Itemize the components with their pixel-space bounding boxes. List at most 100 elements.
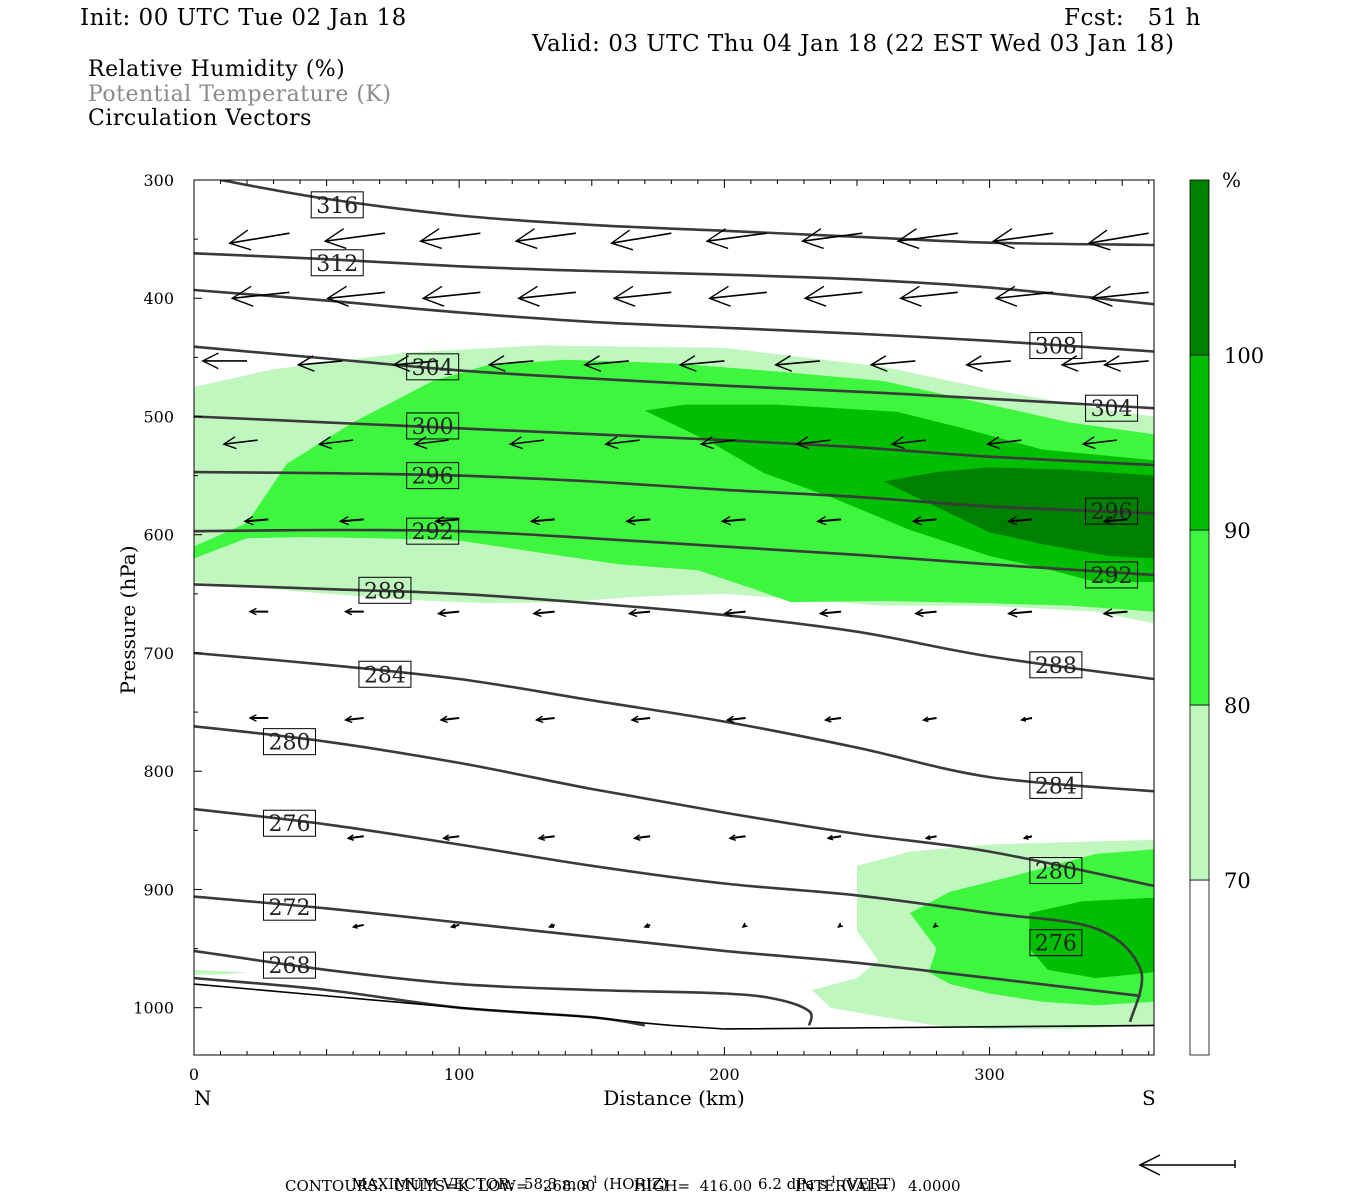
vector-shaft bbox=[325, 232, 386, 243]
vector-shaft bbox=[515, 232, 576, 243]
vector-head bbox=[800, 228, 824, 250]
colorbar-unit: % bbox=[1222, 168, 1241, 192]
vector-arrow bbox=[583, 355, 629, 372]
theta-contour-layer bbox=[194, 180, 1154, 1030]
vector-shaft bbox=[584, 360, 629, 366]
vector-arrow bbox=[351, 923, 364, 929]
vector-shaft bbox=[1091, 291, 1149, 300]
vector-shaft bbox=[614, 291, 672, 300]
vector-head bbox=[534, 715, 544, 724]
vector-shaft bbox=[533, 610, 555, 615]
vector-arrow bbox=[994, 285, 1054, 307]
theta-label-box bbox=[310, 191, 364, 219]
theta-label-312: 312 bbox=[310, 249, 364, 277]
vector-head bbox=[343, 607, 353, 616]
vector-arrow bbox=[932, 922, 939, 928]
vector-shaft bbox=[634, 835, 651, 840]
vector-head bbox=[899, 285, 922, 307]
contours-footer: CONTOURS: UNITS=K LOW= 268.00 HIGH= 416.… bbox=[285, 1177, 961, 1195]
vector-arrow bbox=[392, 355, 439, 372]
theta-label-box bbox=[1029, 332, 1083, 360]
theta-label-box bbox=[1029, 857, 1083, 885]
vector-head bbox=[529, 515, 541, 526]
vector-arrow bbox=[449, 923, 460, 929]
vector-arrow bbox=[728, 834, 746, 841]
theta-label-300: 300 bbox=[406, 412, 460, 440]
colorbar-segment bbox=[1189, 879, 1210, 1056]
vector-arrow bbox=[248, 714, 269, 722]
theta-contour-280 bbox=[194, 725, 1154, 888]
vector-arrow bbox=[625, 515, 651, 526]
vector-shaft bbox=[347, 835, 364, 840]
theta-label-text: 276 bbox=[268, 812, 310, 837]
vector-arrow bbox=[442, 834, 460, 841]
vector-head bbox=[201, 352, 219, 370]
theta-contour-308 bbox=[194, 288, 1154, 353]
theta-label-box bbox=[1029, 771, 1083, 799]
vector-head bbox=[243, 515, 254, 526]
vector-head bbox=[723, 608, 733, 618]
vector-head bbox=[911, 515, 922, 526]
y-tick-label: 600 bbox=[143, 526, 174, 545]
vector-head bbox=[625, 515, 636, 526]
vector-head bbox=[818, 608, 829, 618]
vector-head bbox=[826, 834, 834, 841]
vector-shaft bbox=[1104, 360, 1149, 366]
vector-arrow bbox=[924, 834, 937, 841]
theta-label-box bbox=[262, 728, 316, 756]
max-vector-footer: MAXIMUM VECTOR: 58.3 m s-1 (HORIZ) 6.2 dP… bbox=[342, 1157, 897, 1193]
theta-label-text: 292 bbox=[412, 520, 454, 545]
vector-head bbox=[991, 228, 1015, 250]
vector-head bbox=[774, 355, 793, 372]
vector-head bbox=[699, 436, 714, 450]
vector-shaft bbox=[244, 518, 269, 523]
vector-arrow bbox=[1022, 834, 1033, 840]
vector-arrow bbox=[326, 285, 386, 307]
vector-arrow bbox=[678, 355, 725, 372]
colorbar: 70 80 90 100 bbox=[1189, 179, 1264, 1056]
theta-label-box bbox=[406, 517, 460, 545]
vector-shaft bbox=[1021, 717, 1033, 721]
vector-shaft bbox=[1061, 360, 1107, 366]
vector-head bbox=[323, 228, 347, 250]
theta-label-text: 284 bbox=[364, 663, 406, 688]
vector-head bbox=[317, 436, 333, 450]
south-label: S bbox=[1142, 1086, 1156, 1110]
vector-head bbox=[1020, 716, 1027, 722]
vector-arrow bbox=[630, 715, 651, 724]
vector-shaft bbox=[531, 518, 555, 523]
vector-arrow bbox=[890, 436, 927, 450]
theta-label-text: 296 bbox=[412, 465, 454, 490]
vector-shaft bbox=[729, 835, 746, 840]
vector-head bbox=[436, 608, 447, 618]
vector-head bbox=[924, 834, 931, 841]
theta-contour-268 bbox=[194, 949, 813, 1026]
vector-arrow bbox=[896, 228, 958, 250]
vector-shaft bbox=[796, 439, 831, 445]
vector-arrow bbox=[517, 285, 576, 307]
horizontal-label: (HORIZ) bbox=[598, 1175, 669, 1193]
theta-label-box bbox=[262, 809, 316, 837]
vector-shaft bbox=[223, 439, 258, 445]
rh-area-90-lower bbox=[1029, 897, 1154, 979]
vector-arrow bbox=[1102, 608, 1128, 618]
vector-shaft bbox=[995, 291, 1054, 300]
vector-arrow bbox=[248, 607, 269, 616]
y-tick-label: 900 bbox=[143, 880, 174, 899]
vector-arrow bbox=[243, 515, 269, 526]
vector-arrow bbox=[803, 285, 863, 307]
vector-arrow bbox=[705, 228, 767, 250]
vector-arrow bbox=[534, 715, 555, 724]
legend-circulation-vectors: Circulation Vectors bbox=[88, 106, 312, 131]
theta-label-296: 296 bbox=[406, 462, 460, 490]
theta-label-284: 284 bbox=[1029, 771, 1083, 799]
vector-head bbox=[1102, 355, 1121, 372]
vector-arrow bbox=[826, 834, 842, 841]
theta-contour-276 bbox=[194, 807, 1144, 1023]
vector-head bbox=[228, 229, 252, 251]
vector-shaft bbox=[518, 291, 576, 300]
vector-arrow bbox=[610, 229, 672, 251]
rh-shading-layer bbox=[194, 345, 1154, 1029]
theta-label-304: 304 bbox=[1085, 394, 1139, 422]
vector-shaft bbox=[353, 923, 364, 928]
